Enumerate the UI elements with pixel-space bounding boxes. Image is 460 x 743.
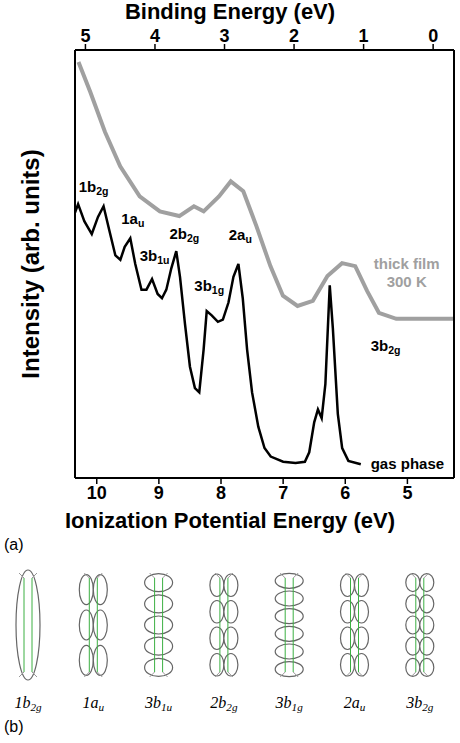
html-text:(b): (b) <box>4 718 24 735</box>
svg-text:thick film: thick film <box>374 255 440 272</box>
html-text:(a): (a) <box>4 536 24 553</box>
svg-text:9: 9 <box>154 483 164 503</box>
html-text:Binding Energy (eV): Binding Energy (eV) <box>124 0 336 24</box>
svg-text:4: 4 <box>150 26 160 46</box>
svg-text:5: 5 <box>80 26 90 46</box>
svg-text:3b1g: 3b1g <box>275 694 304 713</box>
svg-text:2: 2 <box>289 26 299 46</box>
svg-text:1: 1 <box>359 26 369 46</box>
html-text:Ionization Potential Energy (e: Ionization Potential Energy (eV) <box>65 508 395 533</box>
svg-text:2b2g: 2b2g <box>169 225 199 244</box>
svg-text:2au: 2au <box>229 226 252 245</box>
svg-text:3b2g: 3b2g <box>371 337 401 356</box>
svg-text:8: 8 <box>216 483 226 503</box>
svg-text:0: 0 <box>428 26 438 46</box>
svg-text:gas phase: gas phase <box>371 455 444 472</box>
svg-text:10: 10 <box>87 483 107 503</box>
svg-text:1b2g: 1b2g <box>79 178 109 197</box>
svg-text:3b1u: 3b1u <box>144 694 173 713</box>
svg-text:3b2g: 3b2g <box>405 694 434 713</box>
svg-text:Intensity (arb. units): Intensity (arb. units) <box>17 149 44 378</box>
svg-text:7: 7 <box>278 483 288 503</box>
svg-text:3: 3 <box>220 26 230 46</box>
svg-text:1b2g: 1b2g <box>14 694 42 713</box>
svg-text:300 K: 300 K <box>387 273 427 290</box>
svg-text:3b1u: 3b1u <box>140 247 170 266</box>
svg-text:1au: 1au <box>121 210 144 229</box>
svg-text:2au: 2au <box>344 694 366 713</box>
svg-text:5: 5 <box>402 483 412 503</box>
svg-text:2b2g: 2b2g <box>210 694 238 713</box>
svg-text:6: 6 <box>340 483 350 503</box>
svg-text:3b1g: 3b1g <box>194 277 224 296</box>
svg-text:1au: 1au <box>83 694 105 713</box>
